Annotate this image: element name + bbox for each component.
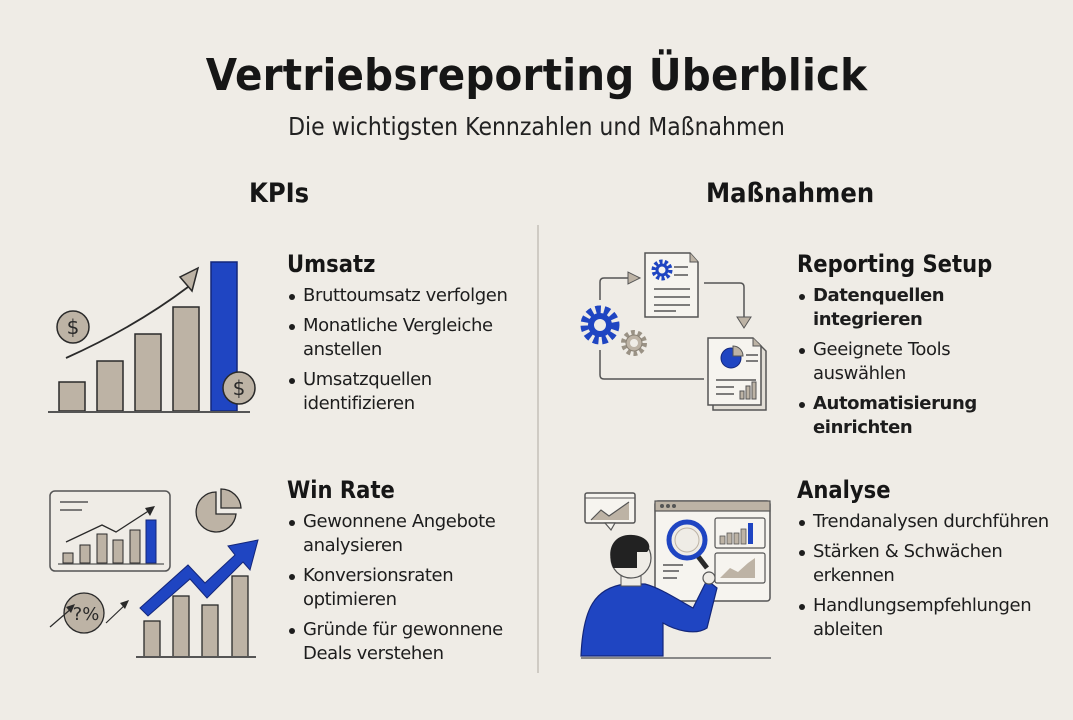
- revenue-bar-chart-icon: $ $: [48, 261, 256, 413]
- svg-text:$: $: [233, 376, 246, 400]
- list-item: Stärken & Schwächen erkennen: [797, 540, 1057, 588]
- list-item: Umsatzquellen identifizieren: [287, 368, 517, 416]
- kpis-heading: KPIs: [249, 178, 310, 209]
- list-item: Konversionsraten optimieren: [287, 564, 527, 612]
- section-win-rate: Win Rate Gewonnene Angebote analysieren …: [287, 476, 527, 672]
- reporting-workflow-icon: [580, 252, 767, 411]
- page-title: Vertriebsreporting Überblick: [205, 50, 868, 101]
- page-subtitle: Die wichtigsten Kennzahlen und Maßnahmen: [288, 112, 785, 141]
- list-item: Monatliche Vergleiche anstellen: [287, 314, 517, 362]
- list-item: Geeignete Tools auswählen: [797, 338, 1047, 386]
- percent-label: ?%: [73, 604, 100, 625]
- list-item: Gründe für gewonnene Deals verstehen: [287, 618, 527, 666]
- bullet-list: Gewonnene Angebote analysieren Konversio…: [287, 510, 527, 666]
- bullet-list: Trendanalysen durchführen Stärken & Schw…: [797, 510, 1057, 642]
- section-umsatz: Umsatz Bruttoumsatz verfolgen Monatliche…: [287, 250, 517, 422]
- section-reporting-setup: Reporting Setup Datenquellen integrieren…: [797, 250, 1047, 446]
- win-rate-trend-icon: ?%: [49, 488, 259, 658]
- list-item: Gewonnene Angebote analysieren: [287, 510, 527, 558]
- section-title: Reporting Setup: [797, 250, 993, 278]
- massnahmen-heading: Maßnahmen: [706, 178, 875, 209]
- list-item: Datenquellen integrieren: [797, 284, 1047, 332]
- list-item: Trendanalysen durchführen: [797, 510, 1057, 534]
- bullet-list: Bruttoumsatz verfolgen Monatliche Vergle…: [287, 284, 517, 416]
- analyst-magnifier-icon: [580, 492, 771, 659]
- list-item: Automatisierung einrichten: [797, 392, 1047, 440]
- bullet-list: Datenquellen integrieren Geeignete Tools…: [797, 284, 1047, 440]
- column-divider: [537, 225, 539, 673]
- section-title: Analyse: [797, 476, 891, 504]
- section-title: Win Rate: [287, 476, 395, 504]
- list-item: Handlungsempfehlungen ableiten: [797, 594, 1057, 642]
- svg-text:$: $: [67, 315, 80, 339]
- section-title: Umsatz: [287, 250, 376, 278]
- section-analyse: Analyse Trendanalysen durchführen Stärke…: [797, 476, 1057, 648]
- list-item: Bruttoumsatz verfolgen: [287, 284, 517, 308]
